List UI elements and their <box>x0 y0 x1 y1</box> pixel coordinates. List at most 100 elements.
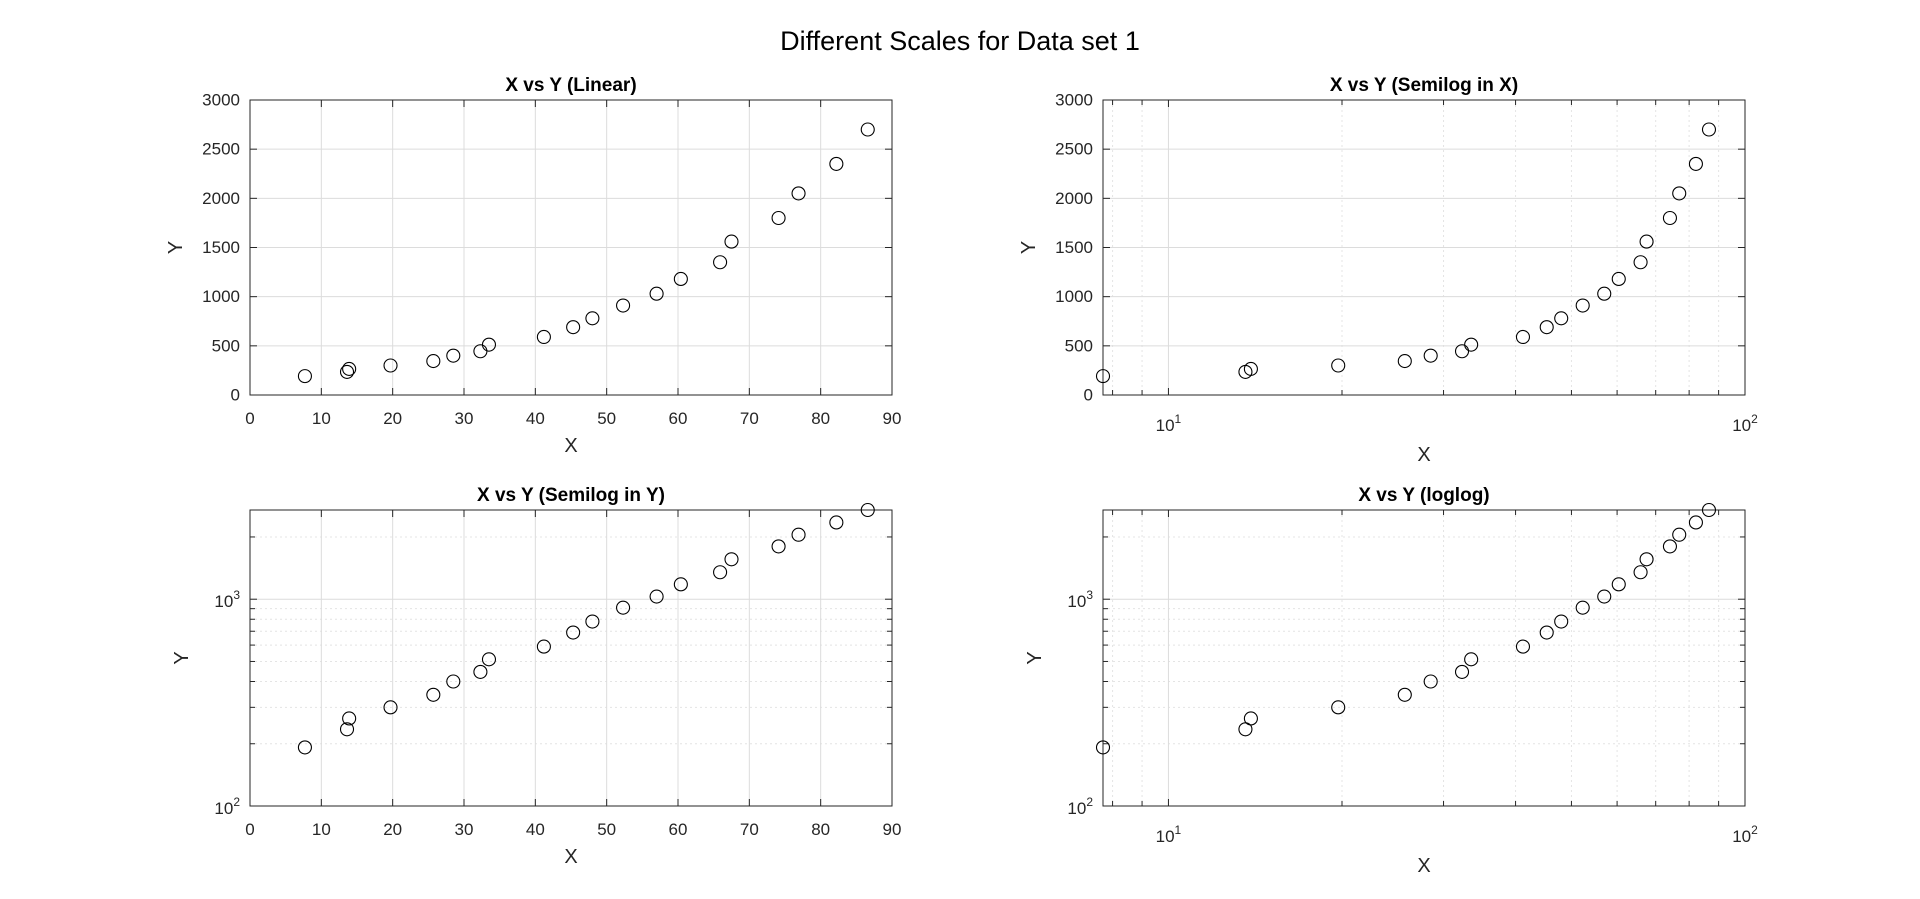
data-point <box>536 639 551 654</box>
data-point <box>1611 577 1626 592</box>
data-point <box>860 502 875 518</box>
data-point <box>1662 539 1677 554</box>
data-point <box>829 515 844 530</box>
y-tick-label: 500 <box>212 336 240 355</box>
data-point <box>791 186 806 201</box>
y-axis-label: Y <box>171 651 193 664</box>
x-tick-label: 101 <box>1156 823 1182 846</box>
data-point <box>1672 186 1687 201</box>
y-axis-label: Y <box>1024 651 1046 664</box>
data-point <box>1539 625 1554 640</box>
figure-title: Different Scales for Data set 1 <box>780 26 1140 56</box>
x-tick-label: 10 <box>312 409 331 428</box>
y-tick-label: 102 <box>1067 795 1093 818</box>
subplot-2: 101 102 0 500 1000 1500 2000 2500 3000 X vs Y (Se… <box>1018 75 1758 466</box>
data-point <box>481 337 497 352</box>
subplot-title: X vs Y (Semilog in Y) <box>477 485 665 506</box>
grid <box>249 510 893 807</box>
data-point <box>724 234 739 249</box>
data-point <box>1639 552 1654 567</box>
data-point <box>1331 358 1346 373</box>
data-point <box>1633 565 1648 580</box>
data-point <box>339 364 355 379</box>
data-point <box>342 361 357 376</box>
data-point <box>1515 329 1531 345</box>
x-tick-label: 70 <box>740 409 759 428</box>
x-tick-label: 0 <box>245 820 254 839</box>
axes-frame <box>249 509 893 807</box>
data-points <box>1095 122 1717 384</box>
y-tick-label: 3000 <box>1055 91 1093 110</box>
subplot-title: X vs Y (loglog) <box>1358 485 1489 506</box>
x-tick-label: 20 <box>383 820 402 839</box>
data-point <box>771 539 786 554</box>
subplot-title: X vs Y (Semilog in X) <box>1330 75 1518 96</box>
x-tick-label: 90 <box>883 409 902 428</box>
y-axis-label: Y <box>1018 241 1040 254</box>
x-tick-label: 10 <box>312 820 331 839</box>
data-point <box>383 358 398 373</box>
y-tick-label: 1500 <box>202 238 240 257</box>
data-point <box>383 700 398 715</box>
data-point <box>1454 664 1470 679</box>
x-tick-label: 60 <box>669 409 688 428</box>
y-tick-label: 2000 <box>202 189 240 208</box>
x-tick-label: 80 <box>811 820 830 839</box>
x-tick-label: 40 <box>526 820 545 839</box>
data-point <box>1331 700 1346 715</box>
data-point <box>481 652 497 667</box>
data-points <box>297 122 875 384</box>
data-point <box>829 156 844 171</box>
data-point <box>1095 369 1111 384</box>
data-point <box>446 348 461 363</box>
y-axis-label: Y <box>165 241 187 254</box>
subplot-4: 101 102 102 103 X vs Y (loglog) X Y <box>1024 485 1758 877</box>
data-point <box>1464 652 1479 667</box>
data-point <box>585 311 600 326</box>
x-axis-label: X <box>564 435 577 457</box>
data-point <box>673 577 688 592</box>
x-tick-label: 102 <box>1732 412 1758 435</box>
data-point <box>860 122 875 137</box>
data-point <box>446 674 461 689</box>
y-tick-label: 1000 <box>1055 287 1093 306</box>
x-axis-label: X <box>1417 444 1430 466</box>
y-tick-label: 3000 <box>202 91 240 110</box>
data-points <box>297 502 875 755</box>
y-tick-label: 103 <box>214 588 240 611</box>
data-point <box>1243 711 1258 726</box>
data-point <box>1243 361 1258 376</box>
data-point <box>1423 674 1438 689</box>
data-point <box>1597 589 1612 604</box>
data-point <box>1701 122 1717 137</box>
data-point <box>1701 502 1717 518</box>
x-tick-label: 60 <box>669 820 688 839</box>
data-points <box>1095 502 1717 755</box>
x-axis-label: X <box>1417 855 1430 877</box>
data-point <box>1688 515 1703 530</box>
data-point <box>1575 600 1590 615</box>
data-point <box>1515 639 1531 654</box>
data-point <box>771 210 786 226</box>
y-tick-label: 1500 <box>1055 238 1093 257</box>
data-point <box>426 687 441 702</box>
data-point <box>1397 687 1412 702</box>
data-point <box>1095 740 1111 755</box>
x-tick-label: 101 <box>1156 412 1182 435</box>
grid <box>1103 99 1746 396</box>
y-tick-label: 2000 <box>1055 189 1093 208</box>
data-point <box>1464 337 1479 352</box>
data-point <box>297 369 312 384</box>
y-tick-label: 2500 <box>202 140 240 159</box>
data-point <box>649 589 664 604</box>
x-tick-label: 70 <box>740 820 759 839</box>
data-point <box>616 298 631 313</box>
y-tick-label: 500 <box>1065 336 1093 355</box>
data-point <box>1633 255 1648 270</box>
x-tick-label: 20 <box>383 409 402 428</box>
data-point <box>473 664 488 679</box>
grid <box>249 99 893 396</box>
data-point <box>1575 298 1590 313</box>
data-point <box>649 286 664 301</box>
